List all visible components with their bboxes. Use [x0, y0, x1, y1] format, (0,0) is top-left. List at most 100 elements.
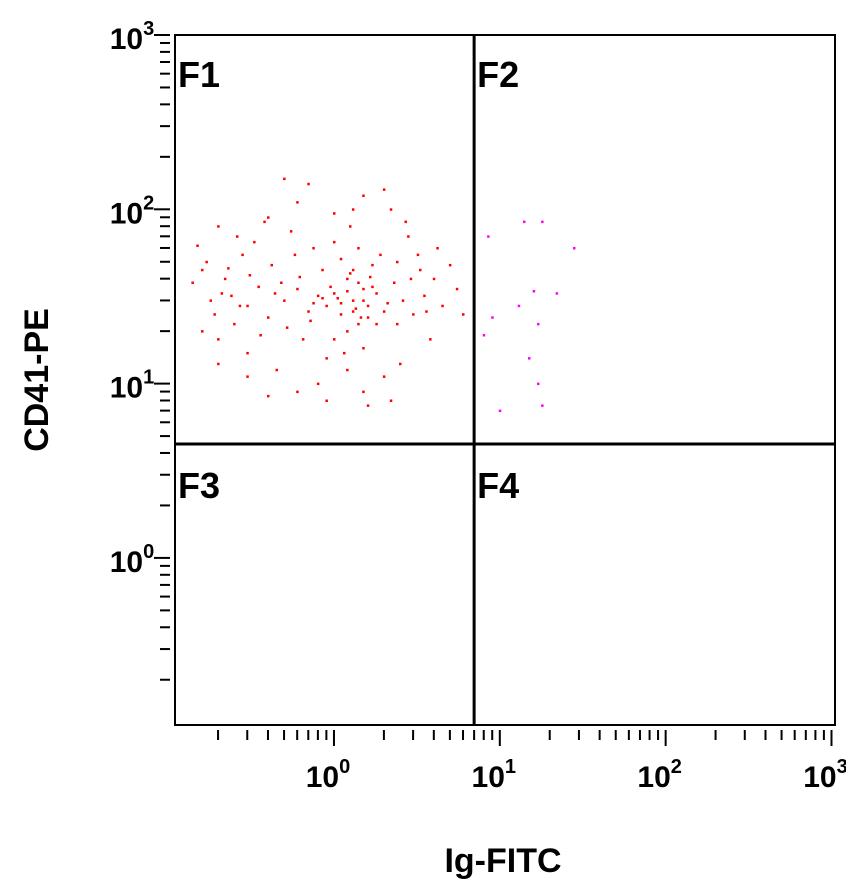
scatter-point — [316, 294, 320, 298]
scatter-point — [205, 260, 208, 264]
scatter-point — [263, 220, 266, 224]
x-axis-tick-labels: 100 101 102 103 — [306, 756, 846, 794]
scatter-point — [267, 394, 270, 398]
scatter-point — [233, 322, 236, 326]
scatter-point — [253, 240, 256, 244]
scatter-point — [351, 208, 355, 211]
scatter-point — [346, 368, 349, 372]
scatter-point — [462, 313, 465, 316]
scatter-point — [312, 302, 315, 305]
quadrant-label-f2: F2 — [477, 54, 519, 95]
scatter-point — [369, 275, 372, 279]
scatter-point — [293, 253, 297, 257]
scatter-point — [396, 260, 399, 264]
scatter-point — [416, 253, 420, 257]
scatter-point — [209, 299, 212, 302]
x-tick-label: 102 — [637, 756, 682, 794]
scatter-point — [532, 290, 536, 293]
scatter-point — [238, 304, 242, 308]
scatter-point — [375, 322, 378, 326]
scatter-point — [296, 287, 299, 291]
scatter-point — [448, 263, 452, 267]
scatter-point — [346, 277, 349, 281]
scatter-point — [333, 292, 336, 295]
y-tick-label: 100 — [110, 541, 155, 579]
scatter-point — [312, 247, 315, 250]
scatter-point — [325, 399, 328, 402]
scatter-point — [404, 220, 407, 224]
scatter-point — [349, 225, 352, 228]
scatter-point — [248, 274, 252, 277]
scatter-point — [441, 304, 444, 308]
scatter-point — [296, 390, 299, 394]
scatter-point — [357, 322, 360, 326]
y-tick-label: 103 — [110, 18, 155, 56]
scatter-point — [362, 299, 365, 302]
scatter-point — [389, 399, 393, 402]
scatter-point — [366, 316, 370, 319]
scatter-point — [362, 287, 365, 291]
scatter-point — [382, 188, 386, 191]
y-axis-title: CD41-PE — [18, 308, 56, 452]
scatter-point — [191, 281, 194, 284]
y-tick-label: 102 — [110, 192, 155, 230]
scatter-point — [349, 272, 352, 275]
scatter-point — [241, 253, 244, 257]
scatter-point — [399, 362, 402, 366]
quadrant-label-f4: F4 — [477, 465, 519, 506]
scatter-point — [491, 316, 494, 319]
axis-minor-ticks — [154, 34, 833, 746]
scatter-point — [213, 313, 216, 316]
scatter-point — [425, 310, 428, 313]
scatter-point — [419, 268, 422, 272]
scatter-point — [309, 319, 312, 323]
scatter-point — [366, 304, 370, 308]
scatter-point — [537, 322, 540, 326]
scatter-point — [227, 267, 230, 270]
scatter-point — [246, 375, 249, 378]
scatter-point — [357, 281, 360, 284]
scatter-point — [386, 302, 389, 305]
x-tick-label: 103 — [803, 756, 846, 794]
scatter-point — [223, 277, 227, 281]
scatter-point — [482, 334, 486, 337]
scatter-point — [283, 177, 286, 181]
scatter-point — [329, 285, 332, 289]
scatter-point — [257, 285, 260, 289]
scatter-point — [354, 307, 358, 310]
scatter-point — [217, 338, 220, 341]
scatter-point — [267, 216, 270, 219]
plot-frame — [174, 34, 836, 726]
scatter-point — [333, 338, 336, 341]
scatter-point — [351, 299, 355, 302]
scatter-point — [498, 409, 502, 413]
scatter-point — [362, 390, 365, 394]
scatter-point — [573, 247, 576, 250]
scatter-point — [230, 294, 233, 298]
scatter-point — [285, 326, 289, 329]
scatter-point — [307, 182, 310, 186]
scatter-point — [217, 362, 220, 366]
scatter-point — [270, 263, 273, 267]
quadrant-label-f3: F3 — [178, 465, 220, 506]
scatter-point — [296, 201, 299, 204]
scatter-point — [246, 351, 249, 355]
scatter-point — [333, 240, 336, 244]
y-tick-label: 101 — [110, 367, 155, 405]
scatter-point — [220, 292, 224, 295]
scatter-point — [541, 404, 544, 407]
scatter-point — [357, 247, 360, 250]
scatter-point — [429, 338, 432, 341]
scatter-point — [382, 375, 386, 378]
scatter-point — [275, 368, 278, 372]
scatter-point — [325, 304, 328, 308]
scatter-point — [339, 257, 343, 261]
scatter-point — [339, 302, 343, 305]
scatter-point — [537, 382, 540, 386]
scatter-point — [280, 281, 283, 284]
scatter-point — [523, 220, 526, 224]
scatter-point — [487, 235, 490, 238]
scatter-point — [236, 235, 239, 238]
scatter-point — [217, 225, 220, 228]
